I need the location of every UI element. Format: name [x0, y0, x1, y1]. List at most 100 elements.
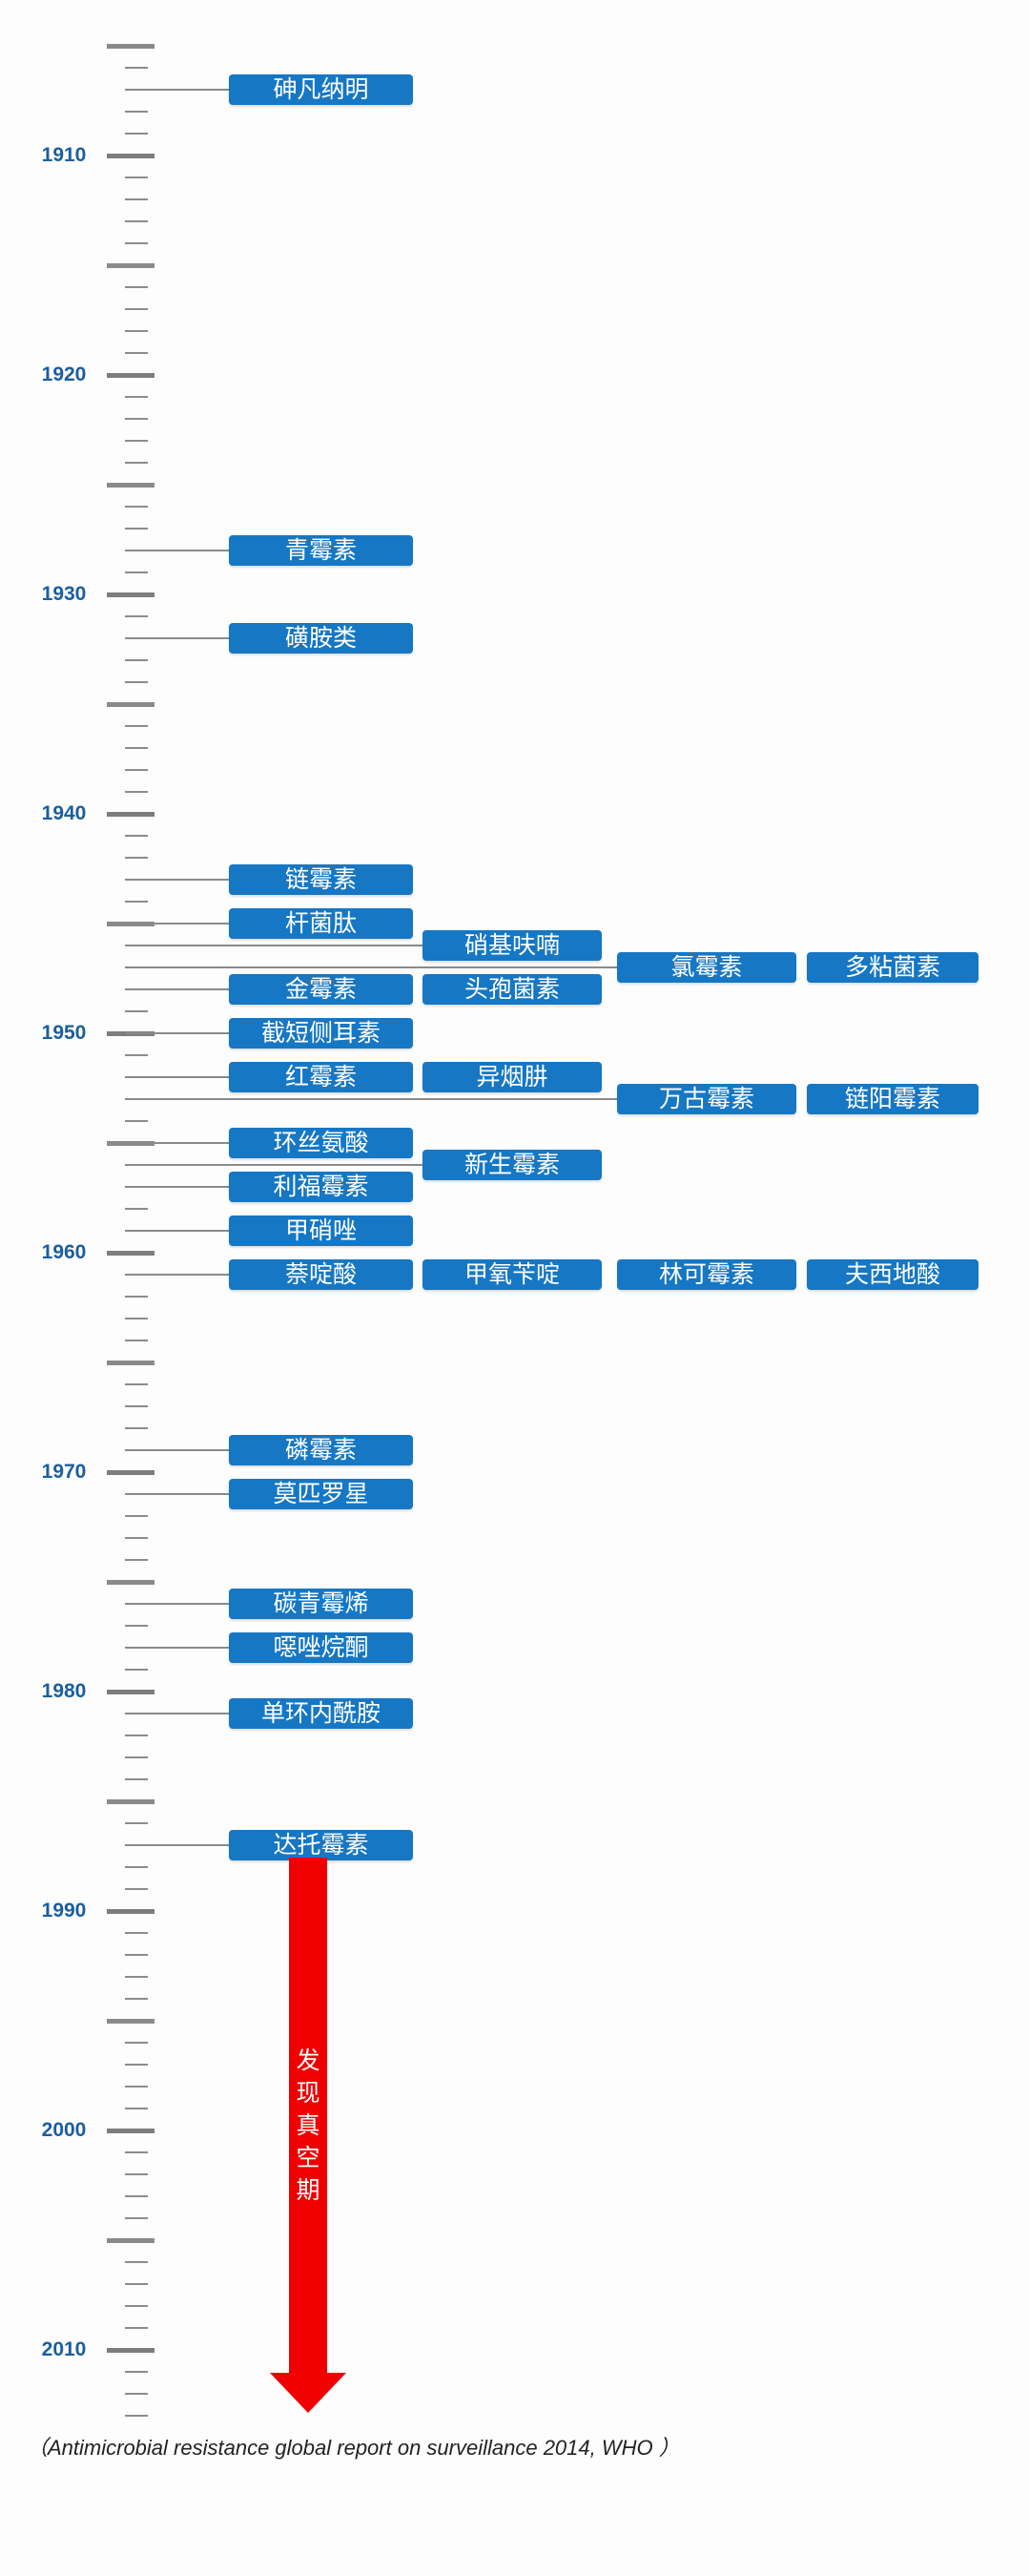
connector-line	[126, 1449, 229, 1451]
year-tick	[125, 220, 148, 222]
half-decade-tick	[107, 1798, 154, 1804]
connector-line	[126, 637, 229, 639]
year-tick	[125, 1822, 148, 1824]
year-tick	[125, 462, 148, 464]
year-tick	[125, 352, 148, 354]
year-tick	[125, 571, 148, 573]
year-tick	[125, 2371, 148, 2373]
year-tick	[125, 1383, 148, 1385]
year-tick	[125, 1625, 148, 1627]
drug-box: 多粘菌素	[807, 952, 978, 983]
year-tick	[125, 177, 148, 178]
year-tick	[125, 198, 148, 200]
drug-box: 磺胺类	[229, 623, 413, 654]
year-tick	[125, 1318, 148, 1319]
connector-line	[126, 89, 229, 91]
connector-line	[126, 1098, 617, 1100]
connector-line	[126, 879, 229, 881]
discovery-void-arrow	[270, 1858, 346, 2413]
drug-box: 链阳霉素	[807, 1084, 978, 1114]
drug-box: 万古霉素	[617, 1084, 796, 1114]
year-tick	[125, 1010, 148, 1012]
year-tick	[125, 2064, 148, 2066]
decade-tick	[107, 1908, 154, 1914]
arrow-label-char: 发	[296, 2046, 320, 2074]
drug-box: 萘啶酸	[229, 1259, 413, 1290]
half-decade-tick	[107, 701, 154, 707]
connector-line	[126, 1844, 229, 1846]
drug-box: 硝基呋喃	[422, 930, 602, 961]
year-tick	[125, 835, 148, 837]
year-tick	[125, 1932, 148, 1934]
year-tick	[125, 681, 148, 683]
year-tick	[125, 242, 148, 244]
decade-tick	[107, 1689, 154, 1694]
connector-line	[126, 1186, 229, 1188]
drug-box: 杆菌肽	[229, 908, 413, 939]
year-tick	[125, 769, 148, 771]
drug-box: 链霉素	[229, 864, 413, 895]
decade-tick	[107, 153, 154, 158]
half-decade-tick	[107, 482, 154, 488]
connector-line	[126, 1603, 229, 1605]
connector-line	[126, 966, 617, 968]
connector-line	[126, 988, 229, 990]
year-tick	[125, 330, 148, 332]
drug-box: 金霉素	[229, 974, 413, 1005]
year-tick	[125, 1866, 148, 1868]
year-tick	[125, 1778, 148, 1780]
half-decade-tick	[107, 1360, 154, 1365]
decade-tick	[107, 2128, 154, 2133]
year-tick	[125, 1756, 148, 1758]
year-tick	[125, 1340, 148, 1341]
decade-tick	[107, 1250, 154, 1256]
year-tick	[125, 1735, 148, 1736]
connector-line	[126, 1274, 229, 1276]
arrow-label-char: 现	[296, 2079, 320, 2107]
drug-box: 新生霉素	[422, 1150, 602, 1180]
year-label: 1920	[41, 364, 87, 385]
year-tick	[125, 2195, 148, 2197]
drug-box: 青霉素	[229, 535, 413, 566]
drug-box: 利福霉素	[229, 1172, 413, 1202]
drug-box: 单环内酰胺	[229, 1698, 413, 1729]
year-tick	[125, 1427, 148, 1429]
drug-box: 碳青霉烯	[229, 1589, 413, 1619]
year-tick	[125, 857, 148, 859]
arrow-shape	[270, 1858, 346, 2413]
year-tick	[125, 2217, 148, 2219]
drug-box: 氯霉素	[617, 952, 796, 983]
decade-tick	[107, 592, 154, 597]
drug-box: 甲氧苄啶	[422, 1259, 602, 1290]
year-tick	[125, 2305, 148, 2307]
connector-line	[126, 1647, 229, 1649]
year-label: 1930	[41, 583, 87, 605]
year-tick	[125, 286, 148, 288]
year-tick	[125, 111, 148, 113]
year-tick	[125, 1405, 148, 1407]
year-tick	[125, 2327, 148, 2329]
drug-box: 环丝氨酸	[229, 1128, 413, 1158]
half-decade-tick	[107, 2018, 154, 2024]
drug-box: 噁唑烷酮	[229, 1632, 413, 1663]
year-tick	[125, 1976, 148, 1978]
year-tick	[125, 747, 148, 749]
half-decade-tick	[107, 43, 154, 49]
year-tick	[125, 1208, 148, 1210]
drug-box: 截短侧耳素	[229, 1018, 413, 1049]
year-tick	[125, 2042, 148, 2044]
drug-box: 达托霉素	[229, 1830, 413, 1860]
drug-box: 头孢菌素	[422, 974, 602, 1005]
drug-box: 莫匹罗星	[229, 1479, 413, 1509]
year-tick	[125, 1537, 148, 1539]
year-tick	[125, 2393, 148, 2395]
drug-box: 异烟肼	[422, 1062, 602, 1092]
year-label: 1960	[41, 1241, 87, 1263]
year-tick	[125, 308, 148, 310]
year-tick	[125, 791, 148, 793]
arrow-label-char: 真	[296, 2111, 320, 2139]
arrow-label-char: 空	[296, 2144, 320, 2171]
year-label: 2000	[41, 2119, 87, 2141]
year-tick	[125, 396, 148, 398]
